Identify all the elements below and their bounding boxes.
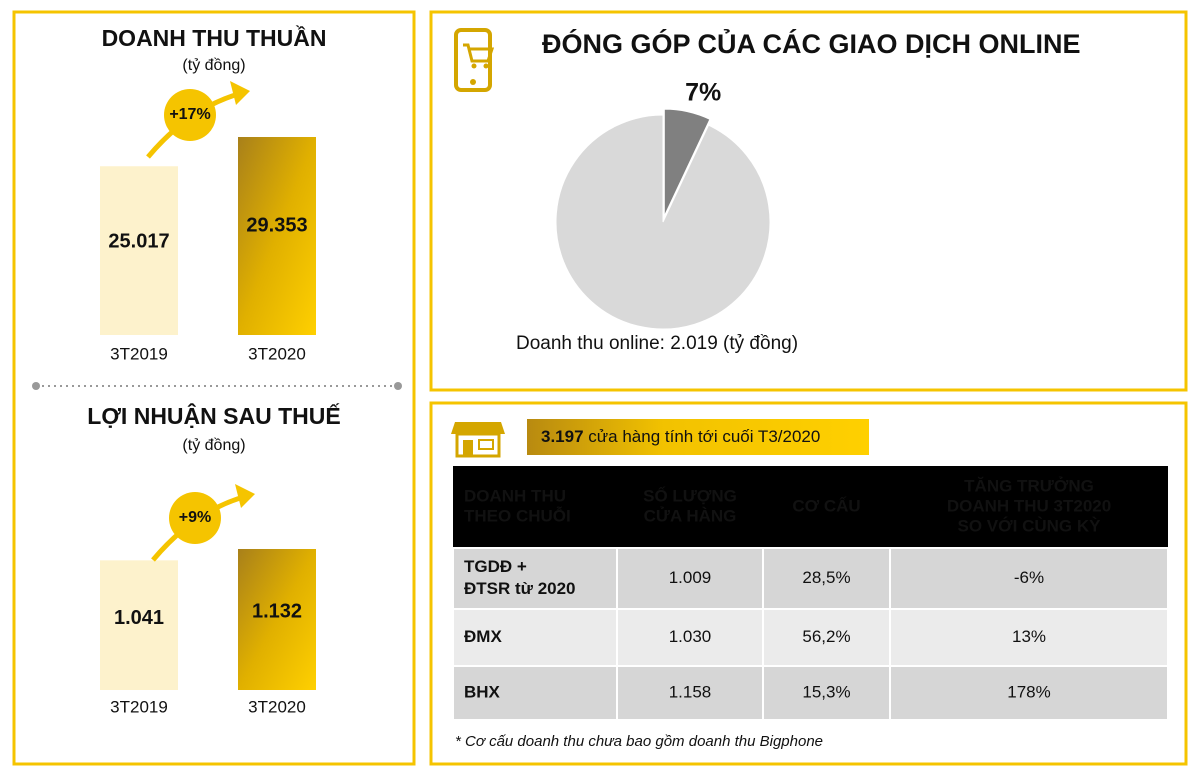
store-icon	[451, 422, 505, 458]
value-label: 1.041	[114, 607, 164, 629]
value-label: 1.132	[252, 601, 302, 623]
row-label: ĐTSR từ 2020	[464, 579, 576, 598]
table-header: DOANH THU 3T2020	[947, 496, 1111, 515]
table-header: CƠ CẤU	[792, 496, 860, 515]
table-header: TĂNG TRƯỞNG	[964, 476, 1094, 495]
table-header: SO VỚI CÙNG KỲ	[958, 516, 1102, 535]
banner-text: 3.197 cửa hàng tính tới cuối T3/2020	[541, 427, 820, 446]
table-header: CỬA HÀNG	[644, 506, 737, 525]
pie-label: 7%	[685, 79, 721, 107]
category-label: 3T2019	[110, 344, 168, 363]
value-label: 29.353	[246, 214, 307, 236]
row-label: TGDĐ +	[464, 557, 527, 576]
row-label: ĐMX	[464, 627, 502, 646]
table-value: -6%	[1014, 568, 1044, 587]
category-label: 3T2020	[248, 344, 306, 363]
table-value: 1.009	[669, 568, 712, 587]
banner-count: 3.197	[541, 427, 584, 446]
table-cell	[762, 665, 891, 721]
pie-title: ĐÓNG GÓP CỦA CÁC GIAO DỊCH ONLINE	[542, 27, 1081, 59]
chart-title: LỢI NHUẬN SAU THUẾ	[87, 402, 340, 429]
chart-subtitle: (tỷ đồng)	[182, 437, 245, 454]
table-value: 15,3%	[802, 682, 850, 701]
table-cell	[762, 608, 891, 667]
bar	[100, 560, 178, 690]
category-label: 3T2019	[110, 697, 168, 716]
category-label: 3T2020	[248, 697, 306, 716]
chart-title: DOANH THU THUẦN	[102, 24, 327, 51]
row-label: BHX	[464, 682, 501, 701]
table-cell	[452, 547, 618, 610]
table-cell	[762, 547, 891, 610]
table-cell	[616, 608, 764, 667]
bar	[238, 549, 316, 690]
table-value: 1.158	[669, 682, 712, 701]
table-cell	[616, 665, 764, 721]
pie-slice	[663, 108, 711, 217]
chart-subtitle: (tỷ đồng)	[182, 57, 245, 74]
left-panel	[12, 10, 416, 766]
footnote: * Cơ cấu doanh thu chưa bao gồm doanh th…	[455, 733, 823, 750]
table-value: 28,5%	[802, 568, 850, 587]
table-header: SỐ LƯỢNG	[643, 485, 737, 505]
growth-arrowhead	[230, 81, 250, 105]
table-cell	[452, 608, 618, 667]
growth-badge	[169, 492, 221, 544]
table-cell	[889, 608, 1169, 667]
table-value: 56,2%	[802, 627, 850, 646]
table-header: THEO CHUỖI	[464, 506, 571, 525]
table-cell	[616, 547, 764, 610]
separator-dot	[394, 382, 402, 390]
table-value: 178%	[1007, 682, 1050, 701]
bar	[100, 166, 178, 335]
phone-cart-icon	[454, 28, 495, 92]
table-value: 13%	[1012, 627, 1046, 646]
pie-slice	[555, 114, 771, 330]
table-header: DOANH THU	[464, 486, 566, 505]
value-label: 25.017	[108, 230, 169, 252]
growth-arrowhead	[235, 484, 255, 508]
table-cell	[452, 665, 618, 721]
banner-label: cửa hàng tính tới cuối T3/2020	[588, 427, 820, 446]
growth-label: +17%	[169, 106, 210, 123]
table-cell	[889, 665, 1169, 721]
table-value: 1.030	[669, 627, 712, 646]
banner	[527, 419, 869, 455]
bar	[238, 137, 316, 335]
growth-label: +9%	[179, 509, 211, 526]
separator-dot	[32, 382, 40, 390]
growth-badge	[164, 89, 216, 141]
table-panel	[429, 401, 1188, 766]
pie-annotation: Doanh thu online: 2.019 (tỷ đồng)	[516, 333, 798, 354]
table-header-bg	[453, 466, 1168, 548]
online-panel	[429, 10, 1188, 392]
